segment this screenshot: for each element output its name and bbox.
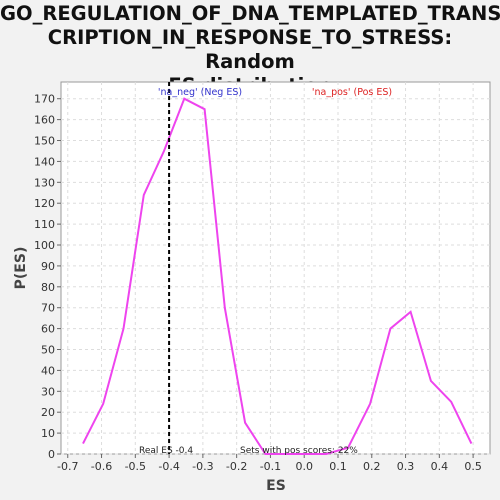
y-tick-label: 30 bbox=[41, 385, 55, 398]
y-tick-label: 140 bbox=[34, 155, 55, 168]
y-tick-label: 110 bbox=[34, 218, 55, 231]
y-tick-label: 70 bbox=[41, 302, 55, 315]
y-tick-label: 150 bbox=[34, 135, 55, 148]
y-tick-label: 50 bbox=[41, 344, 55, 357]
x-tick-label: -0.4 bbox=[158, 460, 179, 473]
x-tick-label: 0.5 bbox=[464, 460, 482, 473]
grid-lines bbox=[61, 82, 490, 455]
x-axis: -0.7 -0.6 -0.5 -0.4 -0.3 -0.2 -0.1 0.0 0.1 0.2 0.3… bbox=[57, 454, 482, 473]
y-tick-label: 10 bbox=[41, 427, 55, 440]
y-tick-label: 160 bbox=[34, 114, 55, 127]
y-tick-label: 40 bbox=[41, 364, 55, 377]
pos-es-label: 'na_pos' (Pos ES) bbox=[312, 87, 392, 98]
x-tick-label: -0.7 bbox=[57, 460, 78, 473]
y-axis: 0 10 20 30 40 50 60 70 80 90 100 110 120 130 140 150 160… bbox=[34, 93, 61, 461]
y-tick-label: 20 bbox=[41, 406, 55, 419]
x-tick-label: -0.3 bbox=[192, 460, 213, 473]
y-tick-label: 60 bbox=[41, 323, 55, 336]
pos-scores-label: Sets with pos scores: 22% bbox=[240, 446, 358, 456]
y-axis-label: P(ES) bbox=[13, 247, 29, 290]
x-tick-label: 0.1 bbox=[329, 460, 347, 473]
y-tick-label: 170 bbox=[34, 93, 55, 106]
x-tick-label: -0.5 bbox=[125, 460, 146, 473]
chart-title-line-2: CRIPTION_IN_RESPONSE_TO_STRESS: Random bbox=[47, 26, 453, 73]
chart-title-line-1: GO_REGULATION_OF_DNA_TEMPLATED_TRANS bbox=[0, 2, 500, 25]
x-tick-label: 0.4 bbox=[431, 460, 449, 473]
y-tick-label: 130 bbox=[34, 176, 55, 189]
y-tick-label: 120 bbox=[34, 197, 55, 210]
neg-es-label: 'na_neg' (Neg ES) bbox=[158, 87, 242, 98]
x-axis-label: ES bbox=[266, 478, 286, 494]
x-tick-label: 0.2 bbox=[363, 460, 381, 473]
x-tick-label: 0.0 bbox=[295, 460, 313, 473]
real-es-label: Real ES -0.4 bbox=[139, 446, 193, 456]
y-tick-label: 90 bbox=[41, 260, 55, 273]
plot-area bbox=[60, 81, 491, 455]
x-tick-label: -0.6 bbox=[91, 460, 112, 473]
y-tick-label: 80 bbox=[41, 281, 55, 294]
es-distribution-line bbox=[82, 97, 473, 455]
x-tick-label: -0.1 bbox=[260, 460, 281, 473]
x-tick-label: 0.3 bbox=[397, 460, 415, 473]
y-tick-label: 0 bbox=[48, 448, 55, 461]
x-tick-label: -0.2 bbox=[226, 460, 247, 473]
y-tick-label: 100 bbox=[34, 239, 55, 252]
